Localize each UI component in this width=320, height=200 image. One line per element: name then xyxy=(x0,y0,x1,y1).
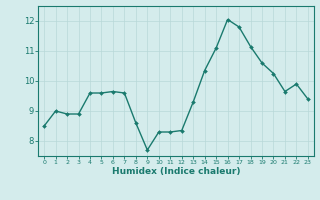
X-axis label: Humidex (Indice chaleur): Humidex (Indice chaleur) xyxy=(112,167,240,176)
